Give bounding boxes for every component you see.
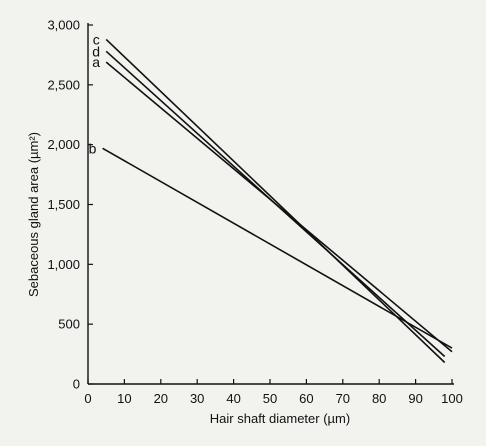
x-axis-title: Hair shaft diameter (µm) xyxy=(210,411,350,426)
y-tick-label: 2,000 xyxy=(47,137,80,152)
series-line-a xyxy=(105,61,453,353)
y-tick-label: 2,500 xyxy=(47,77,80,92)
y-tick-label: 1,500 xyxy=(47,197,80,212)
plot-area: 0 500 1,000 1,500 2,000 2,500 3,000 0 10 20 30 40 5… xyxy=(47,18,462,407)
x-tick-label: 100 xyxy=(441,391,463,406)
x-tick-label: 10 xyxy=(117,391,131,406)
x-tick-label: 60 xyxy=(299,391,313,406)
x-tick-label: 40 xyxy=(226,391,240,406)
series-label-b: b xyxy=(89,140,97,156)
series-line-b xyxy=(102,147,453,349)
series-label-a: a xyxy=(92,54,100,70)
y-tick-label: 3,000 xyxy=(47,18,80,33)
y-tick-label: 0 xyxy=(73,377,80,392)
x-axis-ticks: 0 10 20 30 40 50 60 70 80 90 100 xyxy=(84,379,463,406)
x-tick-label: 0 xyxy=(84,391,91,406)
x-tick-label: 90 xyxy=(408,391,422,406)
series-labels: cda b xyxy=(89,31,101,156)
y-tick-label: 1,000 xyxy=(47,257,80,272)
series-label-d: d xyxy=(92,43,100,59)
y-axis-ticks: 0 500 1,000 1,500 2,000 2,500 3,000 xyxy=(47,18,93,392)
x-tick-label: 20 xyxy=(154,391,168,406)
x-tick-label: 70 xyxy=(336,391,350,406)
series-lines xyxy=(102,38,453,364)
x-tick-label: 80 xyxy=(372,391,386,406)
y-tick-label: 500 xyxy=(58,317,80,332)
x-tick-label: 30 xyxy=(190,391,204,406)
x-tick-label: 50 xyxy=(263,391,277,406)
series-label-c: c xyxy=(93,31,100,47)
y-axis-title: Sebaceous gland area (µm²) xyxy=(26,132,41,297)
series-line-c xyxy=(105,38,446,364)
